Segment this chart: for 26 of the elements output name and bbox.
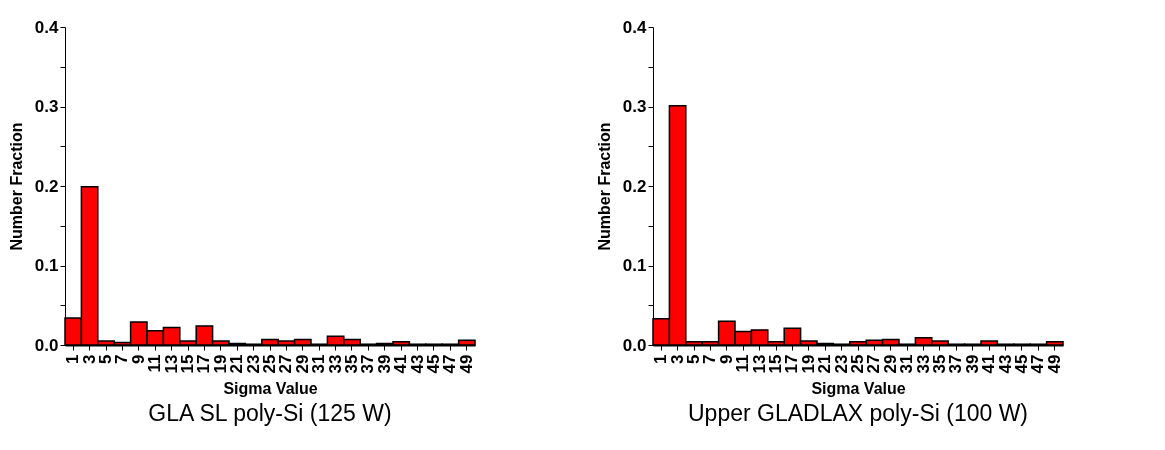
y-tick-label: 0.3 — [34, 97, 59, 116]
text: Upper GLADLAX poly-Si (100 W) — [687, 399, 1029, 426]
x-tick-label: 5 — [96, 354, 115, 364]
x-tick-label: 15 — [178, 354, 197, 374]
x-tick-label: 45 — [424, 354, 443, 374]
y-tick-label: 0.4 — [34, 17, 60, 37]
y-tick-label: 0.1 — [622, 256, 647, 275]
y-tick-label: 0.4 — [622, 17, 648, 37]
y-tick-label: 0.0 — [622, 335, 647, 355]
y-tick-label: 0.2 — [34, 176, 59, 196]
text: GLA SL poly-Si (125 W) — [148, 399, 392, 426]
x-tick-label: 35 — [342, 354, 361, 374]
x-tick-label: 35 — [930, 354, 949, 374]
y-tick-label: 0.2 — [622, 176, 647, 196]
y-tick-label: 0.3 — [622, 97, 647, 116]
x-tick-label: 25 — [848, 354, 867, 374]
y-axis-title: Number Fraction — [595, 122, 613, 251]
x-tick-label: 5 — [684, 354, 703, 364]
y-axis-title: Number Fraction — [7, 122, 25, 251]
x-tick-label: 25 — [260, 354, 279, 374]
x-axis-title: Sigma Value — [811, 380, 906, 398]
x-axis-title: Sigma Value — [223, 380, 318, 398]
x-tick-label: 15 — [766, 354, 785, 374]
x-tick-label: 45 — [1012, 354, 1031, 374]
y-tick-label: 0.1 — [34, 256, 59, 275]
y-tick-label: 0.0 — [34, 335, 59, 355]
